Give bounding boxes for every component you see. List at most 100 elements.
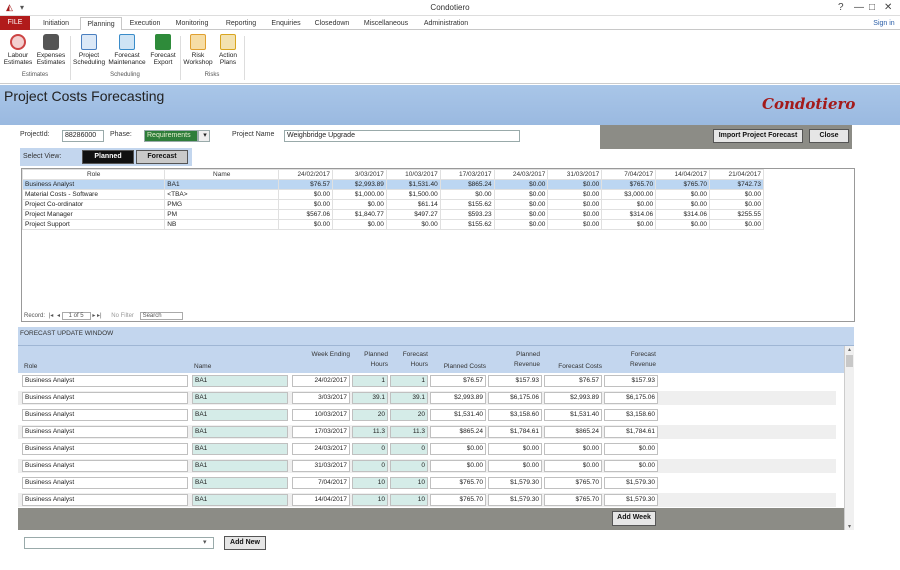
expenses-estimates-button[interactable]: Expenses Estimates [35,34,67,66]
planned-revenue-field[interactable]: $1,579.30 [488,494,542,506]
forecast-role-field[interactable]: Business Analyst [22,409,188,421]
grid-col-header[interactable]: 7/04/2017 [601,169,657,180]
planned-costs-field[interactable]: $0.00 [430,460,486,472]
grid-cell[interactable]: $0.00 [493,189,549,200]
grid-col-header[interactable]: Role [21,169,166,180]
forecast-revenue-field[interactable]: $0.00 [604,460,658,472]
grid-cell[interactable]: Business Analyst [21,179,166,190]
forecast-hours-field[interactable]: 10 [390,477,428,489]
tab-reporting[interactable]: Reporting [225,20,257,27]
forecast-revenue-field[interactable]: $0.00 [604,443,658,455]
forecast-role-field[interactable]: Business Analyst [22,477,188,489]
week-ending-field[interactable]: 24/02/2017 [292,375,350,387]
import-project-forecast-button[interactable]: Import Project Forecast [713,129,803,143]
project-name-field[interactable]: Weighbridge Upgrade [284,130,520,142]
grid-cell[interactable]: $0.00 [493,199,549,210]
forecast-revenue-field[interactable]: $1,579.30 [604,494,658,506]
phase-select[interactable]: Requirements [144,130,198,142]
action-plans-button[interactable]: Action Plans [215,34,241,66]
forecast-hours-field[interactable]: 20 [390,409,428,421]
forecast-button[interactable]: Forecast [136,150,188,164]
grid-cell[interactable]: $0.00 [278,189,333,200]
grid-cell[interactable]: $593.23 [439,209,495,220]
planned-costs-field[interactable]: $0.00 [430,443,486,455]
grid-cell[interactable]: $155.62 [439,219,495,230]
planned-revenue-field[interactable]: $0.00 [488,460,542,472]
risk-workshop-button[interactable]: Risk Workshop [182,34,214,66]
grid-col-header[interactable]: 3/03/2017 [331,169,387,180]
grid-cell[interactable]: <TBA> [164,189,280,200]
grid-cell[interactable]: NB [164,219,280,230]
week-ending-field[interactable]: 3/03/2017 [292,392,350,404]
grid-cell[interactable]: $2,993.89 [331,179,387,190]
forecast-costs-field[interactable]: $76.57 [544,375,602,387]
tab-initiation[interactable]: Initiation [42,20,70,27]
forecast-role-field[interactable]: Business Analyst [22,443,188,455]
grid-cell[interactable]: Project Manager [21,209,166,220]
grid-cell[interactable]: $0.00 [331,219,387,230]
planned-revenue-field[interactable]: $0.00 [488,443,542,455]
grid-cell[interactable]: $61.14 [385,199,441,210]
no-filter-indicator[interactable]: No Filter [111,313,134,319]
grid-row[interactable]: Project Support NB $0.00 $0.00 $0.00 $155.62 $… [21,219,764,230]
grid-col-header[interactable]: 31/03/2017 [547,169,603,180]
week-ending-field[interactable]: 17/03/2017 [292,426,350,438]
close-button[interactable]: Close [809,129,849,143]
week-ending-field[interactable]: 7/04/2017 [292,477,350,489]
grid-cell[interactable]: $155.62 [439,199,495,210]
new-role-select[interactable] [24,537,214,549]
last-record-icon[interactable]: ▸| [97,313,102,319]
forecast-name-field[interactable]: BA1 [192,460,288,472]
forecast-hours-field[interactable]: 1 [390,375,428,387]
grid-cell[interactable]: $0.00 [278,199,333,210]
previous-record-icon[interactable]: ◂ [56,313,60,319]
grid-cell[interactable]: $1,000.00 [331,189,387,200]
grid-cell[interactable]: $0.00 [709,189,764,200]
forecast-name-field[interactable]: BA1 [192,392,288,404]
forecast-costs-field[interactable]: $2,993.89 [544,392,602,404]
forecast-revenue-field[interactable]: $157.93 [604,375,658,387]
labour-estimates-button[interactable]: Labour Estimates [3,34,33,66]
forecast-hours-field[interactable]: 11.3 [390,426,428,438]
grid-col-header[interactable]: 24/03/2017 [493,169,549,180]
sign-in-link[interactable]: Sign in [873,20,895,27]
grid-cell[interactable]: $742.73 [709,179,764,190]
grid-cell[interactable]: $0.00 [709,219,764,230]
forecast-scrollbar[interactable]: ▴ ▾ [844,346,854,530]
grid-cell[interactable]: $0.00 [385,219,441,230]
grid-col-header[interactable]: 24/02/2017 [278,169,333,180]
forecast-revenue-field[interactable]: $3,158.60 [604,409,658,421]
forecast-export-button[interactable]: Forecast Export [148,34,178,66]
forecast-hours-field[interactable]: 39.1 [390,392,428,404]
grid-cell[interactable]: $76.57 [278,179,333,190]
forecast-costs-field[interactable]: $1,531.40 [544,409,602,421]
grid-col-header[interactable]: 21/04/2017 [709,169,764,180]
grid-cell[interactable]: PMG [164,199,280,210]
quick-access-dropdown-icon[interactable]: ▾ [20,3,25,12]
grid-cell[interactable]: $0.00 [547,209,603,220]
planned-costs-field[interactable]: $2,993.89 [430,392,486,404]
grid-cell[interactable]: $0.00 [493,179,549,190]
forecast-role-field[interactable]: Business Analyst [22,426,188,438]
forecast-costs-field[interactable]: $0.00 [544,460,602,472]
maximize-button[interactable]: □ [869,2,876,13]
planned-costs-field[interactable]: $765.70 [430,477,486,489]
close-window-button[interactable]: ✕ [884,2,893,13]
planned-revenue-field[interactable]: $1,579.30 [488,477,542,489]
tab-miscellaneous[interactable]: Miscellaneous [363,20,409,27]
grid-cell[interactable]: $765.70 [655,179,710,190]
tab-closedown[interactable]: Closedown [314,20,350,27]
tab-administration[interactable]: Administration [423,20,469,27]
grid-col-header[interactable]: 17/03/2017 [439,169,495,180]
grid-cell[interactable]: $0.00 [493,219,549,230]
grid-cell[interactable]: Project Support [21,219,166,230]
grid-cell[interactable]: $765.70 [601,179,657,190]
grid-cell[interactable]: $255.55 [709,209,764,220]
scroll-down-icon[interactable]: ▾ [847,524,851,530]
grid-cell[interactable]: $0.00 [655,199,710,210]
forecast-role-field[interactable]: Business Analyst [22,460,188,472]
grid-cell[interactable]: $0.00 [493,209,549,220]
forecast-role-field[interactable]: Business Analyst [22,375,188,387]
grid-row[interactable]: Project Manager PM $567.06 $1,840.77 $497.27… [21,209,764,220]
forecast-name-field[interactable]: BA1 [192,409,288,421]
